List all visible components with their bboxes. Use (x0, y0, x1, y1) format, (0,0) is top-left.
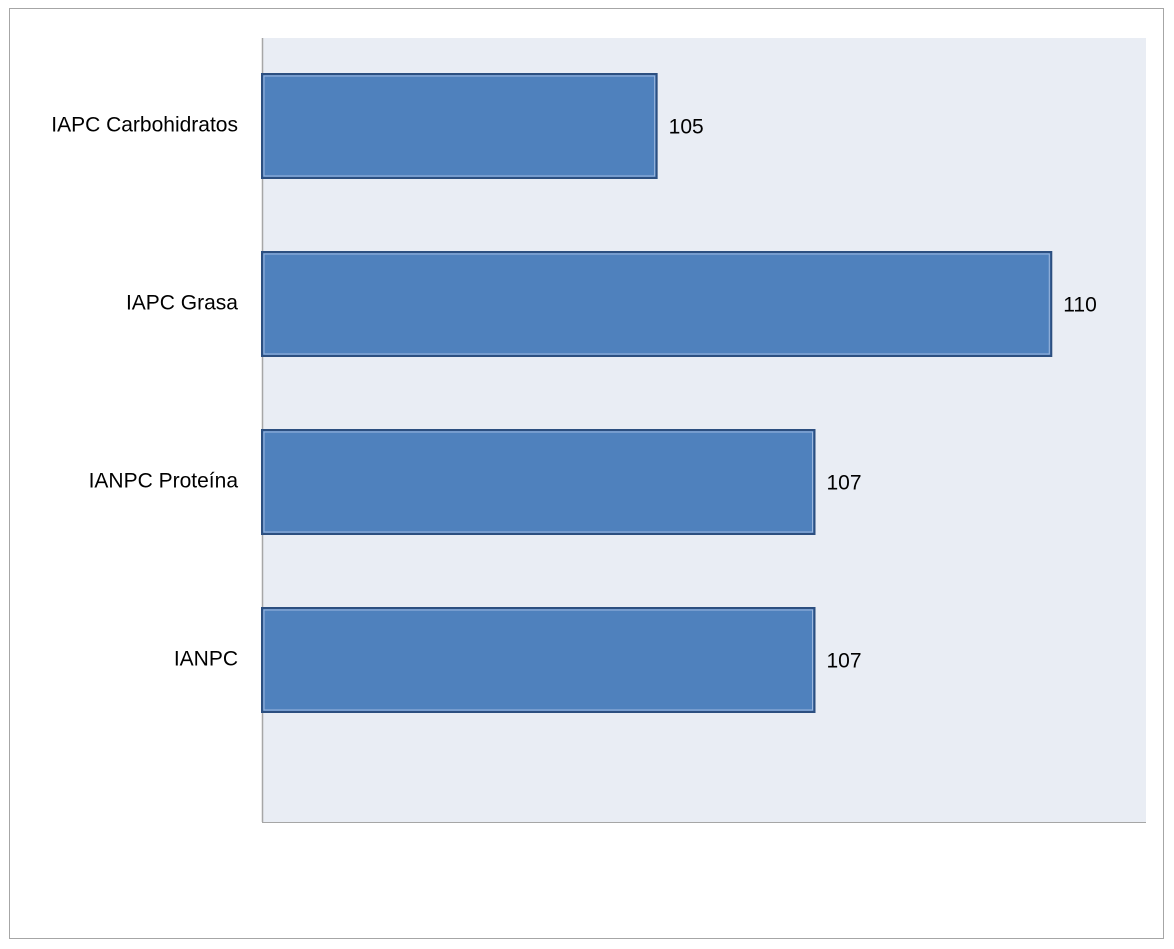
category-label-2: IAPC Grasa (126, 292, 238, 315)
bar-highlight-4 (263, 609, 813, 711)
bar-highlight-3 (263, 431, 813, 533)
data-label-4: 107 (827, 650, 862, 673)
bar-3 (261, 429, 816, 535)
labels-group: IAPC Carbohidratos 105 IAPC Grasa 110 IANPC … (51, 114, 1097, 673)
bar-4 (261, 607, 816, 713)
bars-group (261, 73, 1053, 713)
data-label-2: 110 (1063, 294, 1096, 317)
category-label-3: IANPC Proteína (89, 470, 239, 493)
bar-highlight-1 (263, 75, 656, 177)
bar-2 (261, 251, 1053, 357)
category-label-1: IAPC Carbohidratos (51, 114, 238, 137)
category-label-4: IANPC (174, 648, 238, 671)
bar-1 (261, 73, 658, 179)
data-label-3: 107 (827, 472, 862, 495)
bar-highlight-2 (263, 253, 1050, 355)
data-label-1: 105 (669, 116, 704, 139)
